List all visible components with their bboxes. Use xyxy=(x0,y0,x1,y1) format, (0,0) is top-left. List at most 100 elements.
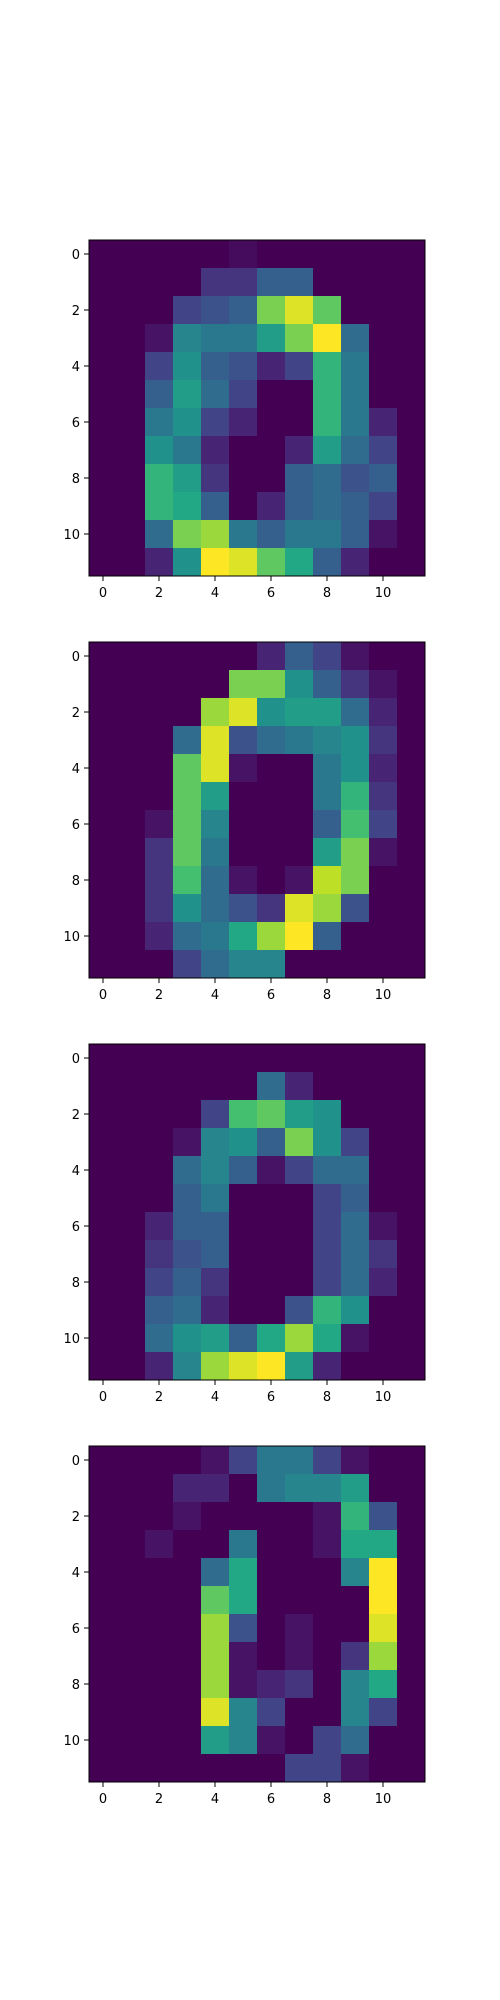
heatmap-cell xyxy=(341,1754,370,1783)
heatmap-cell xyxy=(397,1670,426,1699)
heatmap-cell xyxy=(313,380,342,409)
heatmap-cell xyxy=(285,520,314,549)
heatmap-cell xyxy=(117,1530,146,1559)
heatmap-cell xyxy=(117,670,146,699)
heatmap-cell xyxy=(201,1296,230,1325)
heatmap-cell xyxy=(369,296,398,325)
heatmap-cell xyxy=(117,268,146,297)
heatmap-cell xyxy=(257,1156,286,1185)
heatmap-cell xyxy=(89,1268,118,1297)
heatmap-cell xyxy=(313,436,342,465)
heatmap-cell xyxy=(173,1072,202,1101)
heatmap-cell xyxy=(145,698,174,727)
y-tick-label: 10 xyxy=(63,1332,80,1347)
heatmap-cell xyxy=(257,670,286,699)
heatmap-cell xyxy=(89,1324,118,1353)
heatmap-cell xyxy=(341,1240,370,1269)
heatmap-cell xyxy=(285,1670,314,1699)
heatmap-panel: 0 2 4 6 8 10 0 2 4 6 8 10 xyxy=(63,641,426,1003)
heatmap-cell xyxy=(369,1642,398,1671)
heatmap-cell xyxy=(229,548,258,577)
heatmap-cell xyxy=(257,838,286,867)
heatmap-cell xyxy=(285,1530,314,1559)
heatmap-cell xyxy=(341,670,370,699)
heatmap-cell xyxy=(313,810,342,839)
heatmap-cell xyxy=(229,1044,258,1073)
heatmap-cell xyxy=(369,1268,398,1297)
x-tick-label: 2 xyxy=(155,988,163,1003)
heatmap-cell xyxy=(89,296,118,325)
axes-frame xyxy=(88,1445,426,1783)
heatmap-cell xyxy=(173,520,202,549)
heatmap-cell xyxy=(313,1614,342,1643)
heatmap-cell xyxy=(201,1072,230,1101)
heatmap-cell xyxy=(201,268,230,297)
heatmap-cell xyxy=(397,1072,426,1101)
heatmap-cell xyxy=(369,408,398,437)
heatmap-cell xyxy=(285,1324,314,1353)
heatmap-cell xyxy=(397,352,426,381)
heatmap-cell xyxy=(369,1586,398,1615)
heatmap-cell xyxy=(313,520,342,549)
heatmap-cell xyxy=(369,642,398,671)
heatmap-cell xyxy=(201,754,230,783)
heatmap-cell xyxy=(173,698,202,727)
heatmap-cell xyxy=(369,1184,398,1213)
heatmap-cell xyxy=(369,1726,398,1755)
heatmap-cell xyxy=(145,408,174,437)
heatmap-cell xyxy=(145,492,174,521)
heatmap-cell xyxy=(201,838,230,867)
heatmap-cell xyxy=(313,408,342,437)
heatmap-cell xyxy=(313,1212,342,1241)
heatmap-cell xyxy=(313,698,342,727)
heatmap-cell xyxy=(313,1128,342,1157)
heatmap-cell xyxy=(397,1642,426,1671)
heatmap-cell xyxy=(201,520,230,549)
heatmap-cell xyxy=(117,1184,146,1213)
heatmap-cell xyxy=(229,1184,258,1213)
heatmap-cell xyxy=(313,1502,342,1531)
x-tick-label: 4 xyxy=(211,1390,219,1405)
heatmap-cell xyxy=(397,1474,426,1503)
heatmap-cell xyxy=(397,1156,426,1185)
heatmap-cell xyxy=(229,838,258,867)
heatmap-cell xyxy=(285,1698,314,1727)
heatmap-cell xyxy=(369,726,398,755)
heatmap-cell xyxy=(229,1324,258,1353)
heatmap-cell xyxy=(257,492,286,521)
x-tick-label: 10 xyxy=(375,586,392,601)
heatmap-cell xyxy=(173,408,202,437)
heatmap-cell xyxy=(229,408,258,437)
heatmap-cell xyxy=(145,642,174,671)
heatmap-cell xyxy=(89,380,118,409)
heatmap-cell xyxy=(397,324,426,353)
heatmap-cell xyxy=(285,240,314,269)
heatmap-cell xyxy=(397,1558,426,1587)
heatmap-cell xyxy=(173,782,202,811)
heatmap-cell xyxy=(229,1446,258,1475)
heatmap-cell xyxy=(397,1530,426,1559)
heatmap-cell xyxy=(397,520,426,549)
heatmap-cell xyxy=(285,1268,314,1297)
heatmap-cell xyxy=(369,1698,398,1727)
heatmap-cell xyxy=(369,698,398,727)
heatmap-cell xyxy=(145,1072,174,1101)
heatmap-cell xyxy=(313,240,342,269)
heatmap-cell xyxy=(201,1530,230,1559)
heatmap-cell xyxy=(257,698,286,727)
heatmap-cell xyxy=(369,380,398,409)
heatmap-cell xyxy=(117,1614,146,1643)
heatmap-cell xyxy=(229,670,258,699)
heatmap-cell xyxy=(117,1240,146,1269)
heatmap-cell xyxy=(117,810,146,839)
heatmap-cell xyxy=(145,1100,174,1129)
heatmap-cell xyxy=(257,380,286,409)
heatmap-cell xyxy=(341,810,370,839)
heatmap-cell xyxy=(145,1670,174,1699)
heatmap-cell xyxy=(285,950,314,979)
heatmap-cell xyxy=(397,810,426,839)
heatmap-cell xyxy=(229,1474,258,1503)
heatmap-cell xyxy=(285,1474,314,1503)
heatmap-cell xyxy=(201,1474,230,1503)
heatmap-cell xyxy=(257,1446,286,1475)
